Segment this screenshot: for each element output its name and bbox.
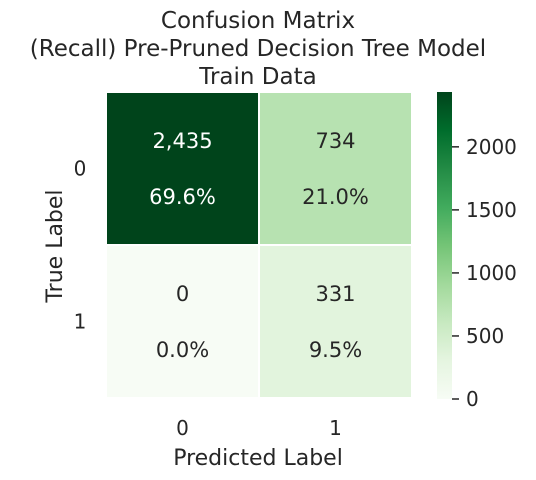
y-tick-label: 1 xyxy=(74,310,87,334)
colorbar-tick-label: 0 xyxy=(466,387,479,411)
colorbar-ticks: 0 500 1000 1500 2000 xyxy=(452,135,517,411)
x-axis-label: Predicted Label xyxy=(173,446,343,471)
cell-label-0-1-percent: 21.0% xyxy=(302,185,369,209)
heatmap-cells xyxy=(105,91,413,399)
chart-title-line-2: (Recall) Pre-Pruned Decision Tree Model xyxy=(30,36,486,62)
y-axis-ticks: 01 xyxy=(74,157,87,334)
heatmap-cell-0-1 xyxy=(258,91,413,246)
colorbar-tick-label: 2000 xyxy=(466,135,517,159)
cell-label-0-0-percent: 69.6% xyxy=(149,185,216,209)
colorbar-tick-label: 500 xyxy=(466,324,504,348)
colorbar-tick-label: 1500 xyxy=(466,198,517,222)
x-tick-label: 0 xyxy=(176,416,189,440)
cell-label-1-0-percent: 0.0% xyxy=(156,338,209,362)
chart-title-line-1: Confusion Matrix xyxy=(161,8,355,34)
cell-label-0-0-count: 2,435 xyxy=(152,129,212,153)
y-tick-label: 0 xyxy=(74,157,87,181)
cell-label-1-1-percent: 9.5% xyxy=(309,338,362,362)
heatmap-cell-0-0 xyxy=(105,91,260,246)
x-tick-label: 1 xyxy=(329,416,342,440)
cell-label-1-0-count: 0 xyxy=(176,282,189,306)
cell-label-0-1-count: 734 xyxy=(315,129,355,153)
heatmap-cell-1-0 xyxy=(105,244,260,399)
chart-title-line-3: Train Data xyxy=(198,64,316,90)
colorbar-tick-label: 1000 xyxy=(466,261,517,285)
heatmap-cell-1-1 xyxy=(258,244,413,399)
colorbar xyxy=(437,92,452,399)
cell-label-1-1-count: 331 xyxy=(315,282,355,306)
y-axis-label: True Label xyxy=(43,189,68,303)
heatmap-cell-labels: 2,435 69.6% 734 21.0% 0 0.0% 331 9.5% xyxy=(149,129,369,362)
